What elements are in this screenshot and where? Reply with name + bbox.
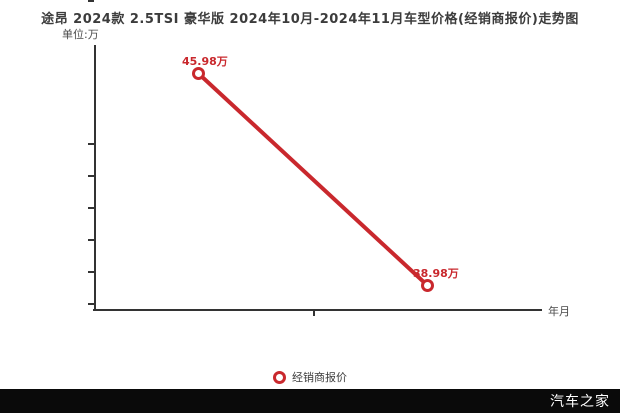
y-axis-unit-label: 单位:万 (62, 28, 99, 41)
footer-brand-bar: 汽车之家 (0, 389, 620, 413)
y-axis-tick (88, 303, 94, 305)
y-axis-tick (88, 239, 94, 241)
legend: 经销商报价 (0, 369, 620, 385)
data-point-marker-2 (421, 279, 434, 292)
autohome-wordmark: 汽车之家 (550, 394, 610, 410)
x-axis-label: 年月 (548, 305, 570, 318)
legend-marker-icon (273, 370, 286, 384)
chart-title: 途昂 2024款 2.5TSI 豪华版 2024年10月-2024年11月车型价… (41, 12, 579, 27)
x-axis-line (93, 309, 542, 311)
y-axis-tick (88, 207, 94, 209)
y-axis-tick (88, 271, 94, 273)
trend-line (197, 72, 429, 287)
legend-label: 经销商报价 (292, 371, 347, 384)
data-point-marker-1 (192, 67, 205, 80)
y-axis-tick (88, 175, 94, 177)
y-axis-line (94, 45, 96, 311)
x-axis-tick (313, 311, 315, 316)
data-point-label-2: 38.98万 (413, 267, 459, 280)
y-axis-tick (88, 0, 94, 2)
y-axis-tick (88, 143, 94, 145)
data-point-label-1: 45.98万 (182, 55, 228, 68)
